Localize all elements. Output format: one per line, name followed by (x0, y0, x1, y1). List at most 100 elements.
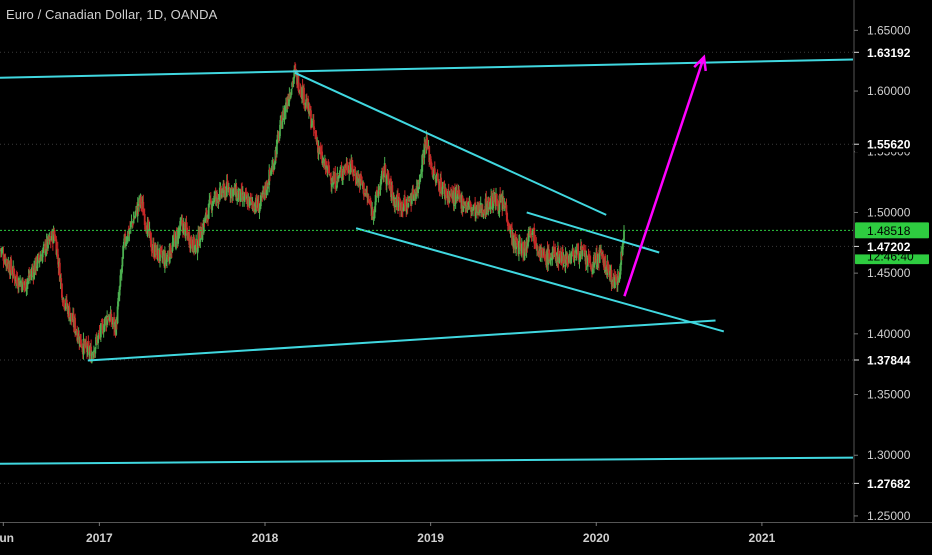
candle-body (76, 330, 79, 341)
candle-body (343, 166, 346, 173)
price-tick-label: 1.35000 (867, 388, 911, 402)
candle-body (466, 204, 469, 209)
candle-body (407, 203, 410, 208)
candle-body (266, 181, 269, 190)
candle-body (577, 243, 579, 256)
candle-body (65, 299, 68, 308)
candle-body (579, 251, 582, 262)
candle-body (488, 198, 490, 207)
candle-body (293, 69, 296, 79)
candle-body (278, 131, 281, 139)
candle-body (536, 249, 538, 251)
candle-body (518, 240, 520, 255)
candle-body (25, 287, 28, 292)
candle-body (175, 231, 177, 249)
price-label-text: 1.63192 (867, 46, 911, 60)
candle-body (172, 241, 175, 244)
candle-body (193, 245, 196, 250)
price-tick-label: 1.50000 (867, 205, 911, 219)
candle-body (122, 241, 125, 249)
price-label-text: 1.37844 (867, 354, 911, 368)
candle-body (49, 236, 52, 242)
candle-body (504, 204, 506, 206)
candle-body (38, 255, 40, 260)
candle-body (369, 201, 371, 203)
trendline-wedge-bottom (355, 227, 725, 333)
candle-body (273, 163, 275, 170)
candle-body (19, 282, 22, 284)
candle-body (47, 236, 49, 249)
candle-body (1, 251, 4, 253)
candle-body (185, 222, 188, 230)
candle-body (387, 179, 390, 186)
overlay-layer (0, 54, 853, 297)
candle-body (88, 345, 90, 355)
candle-body (202, 220, 205, 233)
candle-body (45, 251, 47, 256)
candle-body (188, 232, 191, 245)
candle-body (124, 233, 127, 244)
time-axis[interactable]: Jun 2017 2018 2019 2020 2021 (0, 522, 776, 545)
candle-body (467, 201, 470, 207)
candle-body (598, 247, 601, 263)
candle-body (507, 224, 510, 227)
candle-body (319, 148, 322, 153)
candle-body (495, 193, 498, 205)
price-axis[interactable]: 1.650001.600001.550001.500001.450001.400… (854, 23, 929, 523)
current-price-badge (855, 222, 929, 239)
candle-body (308, 104, 311, 117)
candle-body (286, 102, 289, 108)
candle-body (193, 237, 195, 251)
candle-body (133, 218, 136, 220)
candle-body (289, 95, 292, 98)
candle-body (547, 248, 550, 265)
candle-body (577, 253, 580, 260)
candle-body (178, 230, 181, 233)
candle-body (211, 204, 214, 211)
candle-body (458, 189, 461, 197)
candle-body (129, 227, 131, 229)
candle-body (102, 324, 104, 334)
candle-body (364, 192, 367, 194)
candle-body (294, 68, 297, 71)
candle-body (196, 247, 199, 254)
candle-body (221, 192, 224, 196)
candle-body (68, 307, 71, 321)
candle-body (143, 214, 146, 226)
candle-body (430, 161, 433, 170)
candle-body (334, 172, 337, 190)
candle-body (63, 299, 65, 308)
candle-body (351, 160, 353, 168)
candle-body (149, 230, 152, 235)
candle-body (252, 202, 255, 209)
candle-body (287, 99, 290, 106)
candle-body (595, 251, 598, 265)
candle-body (344, 164, 346, 170)
candle-body (497, 204, 499, 211)
candle-body (6, 260, 8, 265)
candle-body (415, 193, 417, 199)
candle-body (13, 268, 15, 274)
candle-body (605, 269, 607, 272)
candle-body (218, 199, 221, 202)
candle-body (22, 282, 25, 285)
candle-body (352, 174, 355, 176)
candle-body (223, 184, 225, 187)
candle-body (213, 195, 216, 203)
candle-body (10, 258, 13, 271)
candle-body (314, 131, 317, 134)
candle-body (535, 244, 538, 249)
candle-body (147, 221, 150, 234)
candle-body (61, 298, 64, 303)
candle-body (543, 251, 546, 260)
candle-body (515, 239, 518, 243)
candle-body (166, 254, 169, 258)
candle-body (261, 192, 264, 197)
candle-body (394, 199, 397, 202)
candle-body (582, 248, 585, 250)
candle-body (533, 227, 536, 244)
candle-body (2, 253, 5, 261)
candle-body (113, 316, 115, 329)
